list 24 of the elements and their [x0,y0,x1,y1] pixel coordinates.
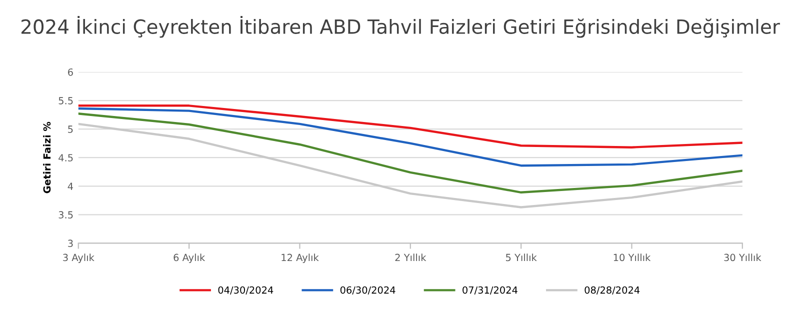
line-series [78,122,742,208]
legend-label: 07/31/2024 [462,286,518,294]
y-tick-label: 5.5 [58,97,73,104]
y-tick-label: 4 [68,182,73,190]
y-tick-label: 6 [68,68,73,76]
x-tick-label: 3 Aylık [63,254,94,264]
line-series [78,107,742,167]
x-tick-label: 6 Aylık [174,254,206,264]
x-tick-label: 30 Yıllık [724,254,762,262]
legend-label: 04/30/2024 [218,286,274,294]
x-tick-label: 5 Yıllık [506,254,537,262]
y-tick-label: 3.5 [58,211,73,218]
y-tick-label: 3 [68,240,73,248]
line-series [78,112,742,194]
legend-label: 08/28/2024 [584,286,640,294]
x-tick-label: 2 Yıllık [395,254,426,262]
chart-title: 2024 İkinci Çeyrekten İtibaren ABD Tahvil Faizleri Getiri Eğrisindeki Değişimler [21,16,780,38]
y-tick-label: 4.5 [58,154,73,162]
x-tick-label: 10 Yıllık [614,254,651,262]
y-tick-label: 5 [68,126,73,133]
x-tick-label: 12 Aylık [282,254,319,264]
legend-label: 06/30/2024 [340,286,396,294]
y-axis-title: Getiri Faizi % [43,122,51,194]
line-series [78,104,742,148]
